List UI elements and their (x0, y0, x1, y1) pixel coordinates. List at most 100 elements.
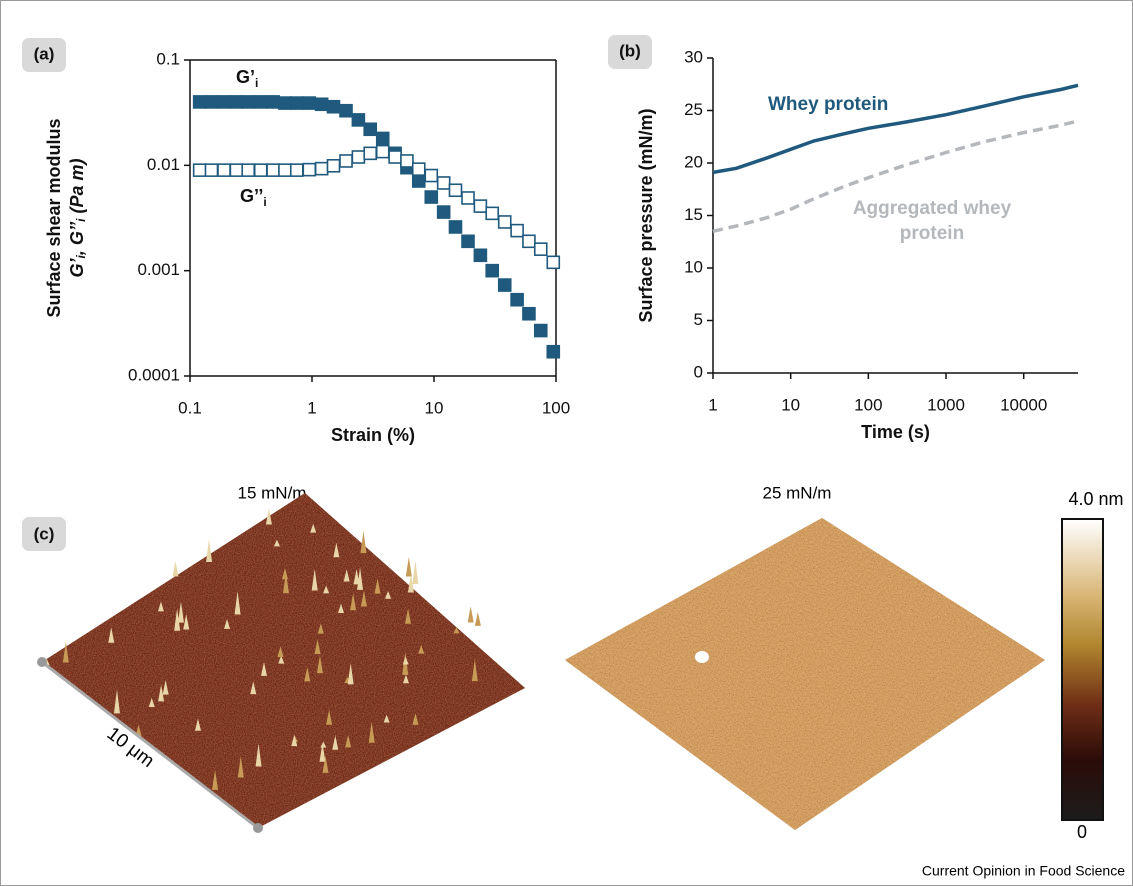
colorbar-max: 4.0 nm (1068, 489, 1123, 509)
marker (473, 248, 488, 263)
panel-badge (608, 35, 652, 69)
afm-spike (162, 680, 169, 695)
y-axis-title-part: i (74, 218, 88, 222)
credit: Current Opinion in Food Science (922, 863, 1125, 879)
afm-spike (412, 713, 419, 725)
marker (363, 146, 378, 161)
marker (533, 242, 548, 256)
marker (217, 163, 231, 177)
y-axis-title-part: i (74, 255, 88, 259)
afm-spike (407, 574, 414, 593)
x-tick-label: 1 (307, 398, 316, 417)
afm-spike (383, 714, 390, 723)
marker (436, 176, 451, 190)
series-label: Whey protein (768, 94, 889, 115)
afm-spike (157, 601, 164, 612)
afm-spike (277, 646, 284, 657)
y-axis-title: Surface shear modulus (44, 118, 64, 317)
scale-bar (41, 660, 259, 830)
afm-spike (323, 585, 330, 594)
panel-label: (c) (34, 524, 55, 543)
marker (192, 163, 207, 177)
afm-spike (326, 709, 333, 725)
y-axis-title-part: G’ (67, 258, 87, 278)
afm-spike (183, 614, 190, 630)
afm-spike (237, 755, 244, 778)
afm-spike (108, 627, 115, 643)
marker (204, 95, 219, 109)
x-tick-label: 10 (425, 398, 444, 417)
afm-spike (360, 590, 367, 607)
marker (314, 97, 329, 112)
marker (388, 150, 402, 164)
x-tick-label: 100 (542, 398, 570, 417)
panel-badge (22, 38, 66, 72)
panel-label: (a) (34, 44, 55, 63)
marker (314, 161, 329, 176)
afm-spike (172, 561, 179, 577)
marker (351, 150, 366, 164)
series-line (712, 83, 1079, 175)
marker (229, 95, 244, 109)
marker (266, 95, 280, 109)
marker (326, 99, 341, 114)
afm-spike (453, 627, 460, 634)
afm-spike (250, 681, 257, 695)
afm-spike (113, 689, 120, 714)
image-title: 25 mN/m (763, 483, 832, 502)
afm-spike (291, 734, 298, 747)
afm-spikes (43, 508, 709, 790)
afm-spike (194, 718, 201, 731)
afm-spike (311, 568, 318, 591)
afm-spike (317, 623, 324, 634)
series-name: G’ (236, 67, 255, 87)
afm-spike (62, 641, 69, 663)
afm-spike (357, 567, 364, 590)
afm-spike (273, 539, 280, 547)
afm-spike (385, 591, 392, 599)
afm-spike (158, 684, 165, 702)
marker (351, 113, 366, 127)
afm-spike (255, 743, 262, 767)
marker (485, 206, 500, 221)
y-tick-label: 5 (694, 310, 703, 329)
afm-spike (265, 508, 272, 525)
x-tick-label: 10000 (1000, 395, 1047, 414)
marker (278, 96, 292, 110)
panel-label: (b) (619, 41, 641, 60)
x-axis-title: Time (s) (861, 422, 930, 442)
marker (546, 255, 561, 270)
marker (485, 263, 500, 278)
marker (278, 163, 292, 177)
y-tick-label: 15 (684, 205, 703, 224)
marker (546, 344, 561, 359)
afm-spike (304, 667, 311, 682)
marker (192, 95, 207, 109)
afm-spike (338, 603, 345, 613)
marker (289, 96, 304, 110)
series-label: G’’i (240, 186, 267, 209)
marker (375, 144, 390, 159)
afm-spike (260, 661, 267, 676)
y-axis-title: Surface pressure (mN/m) (636, 108, 656, 322)
marker (497, 215, 512, 229)
afm-spike (282, 572, 289, 594)
marker (217, 95, 231, 109)
x-tick-label: 1000 (927, 395, 965, 414)
y-tick-label: 0.001 (137, 260, 180, 279)
series-line (712, 119, 1079, 234)
y-axis-title-part: , G’’ (67, 221, 87, 256)
marker (253, 163, 268, 177)
afm-spike (310, 523, 317, 533)
afm-spike (405, 608, 412, 624)
afm-spike (343, 569, 350, 582)
y-tick-label: 0 (694, 362, 703, 381)
y-axis-title-part: (Pa m) (67, 158, 87, 218)
afm-spike (332, 735, 339, 750)
y-tick-label: 10 (684, 257, 703, 276)
marker (302, 162, 317, 177)
marker (241, 95, 256, 109)
marker (363, 122, 378, 137)
scale-bar-end (37, 657, 47, 667)
